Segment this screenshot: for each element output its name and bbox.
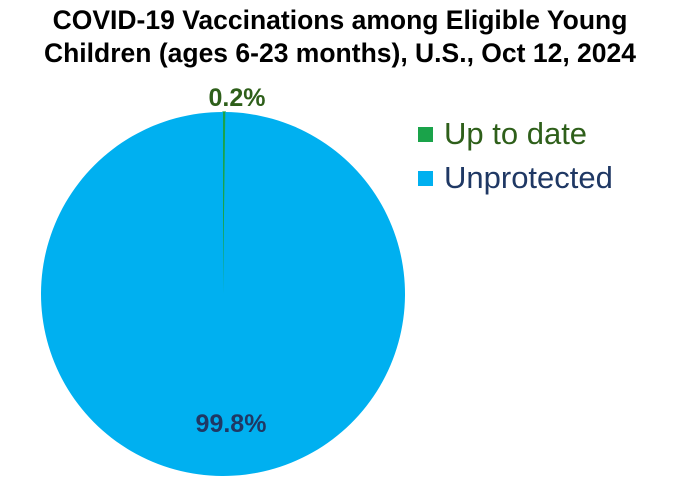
legend-item-unprotected: Unprotected xyxy=(418,156,613,200)
chart-legend: Up to date Unprotected xyxy=(418,112,613,200)
pie-slice-up-to-date xyxy=(222,111,226,295)
chart-title: COVID-19 Vaccinations among Eligible You… xyxy=(0,4,680,70)
legend-label-up-to-date: Up to date xyxy=(444,116,588,151)
pie-slice-unprotected xyxy=(41,112,406,477)
legend-label-unprotected: Unprotected xyxy=(444,160,613,195)
data-label-up-to-date: 0.2% xyxy=(209,84,266,112)
chart-title-line-2: Children (ages 6-23 months), U.S., Oct 1… xyxy=(43,38,637,68)
legend-swatch-unprotected xyxy=(418,170,433,186)
data-label-unprotected: 99.8% xyxy=(196,410,267,438)
chart-title-line-1: COVID-19 Vaccinations among Eligible You… xyxy=(52,5,628,35)
legend-item-up-to-date: Up to date xyxy=(418,112,613,156)
legend-swatch-up-to-date xyxy=(418,126,433,142)
